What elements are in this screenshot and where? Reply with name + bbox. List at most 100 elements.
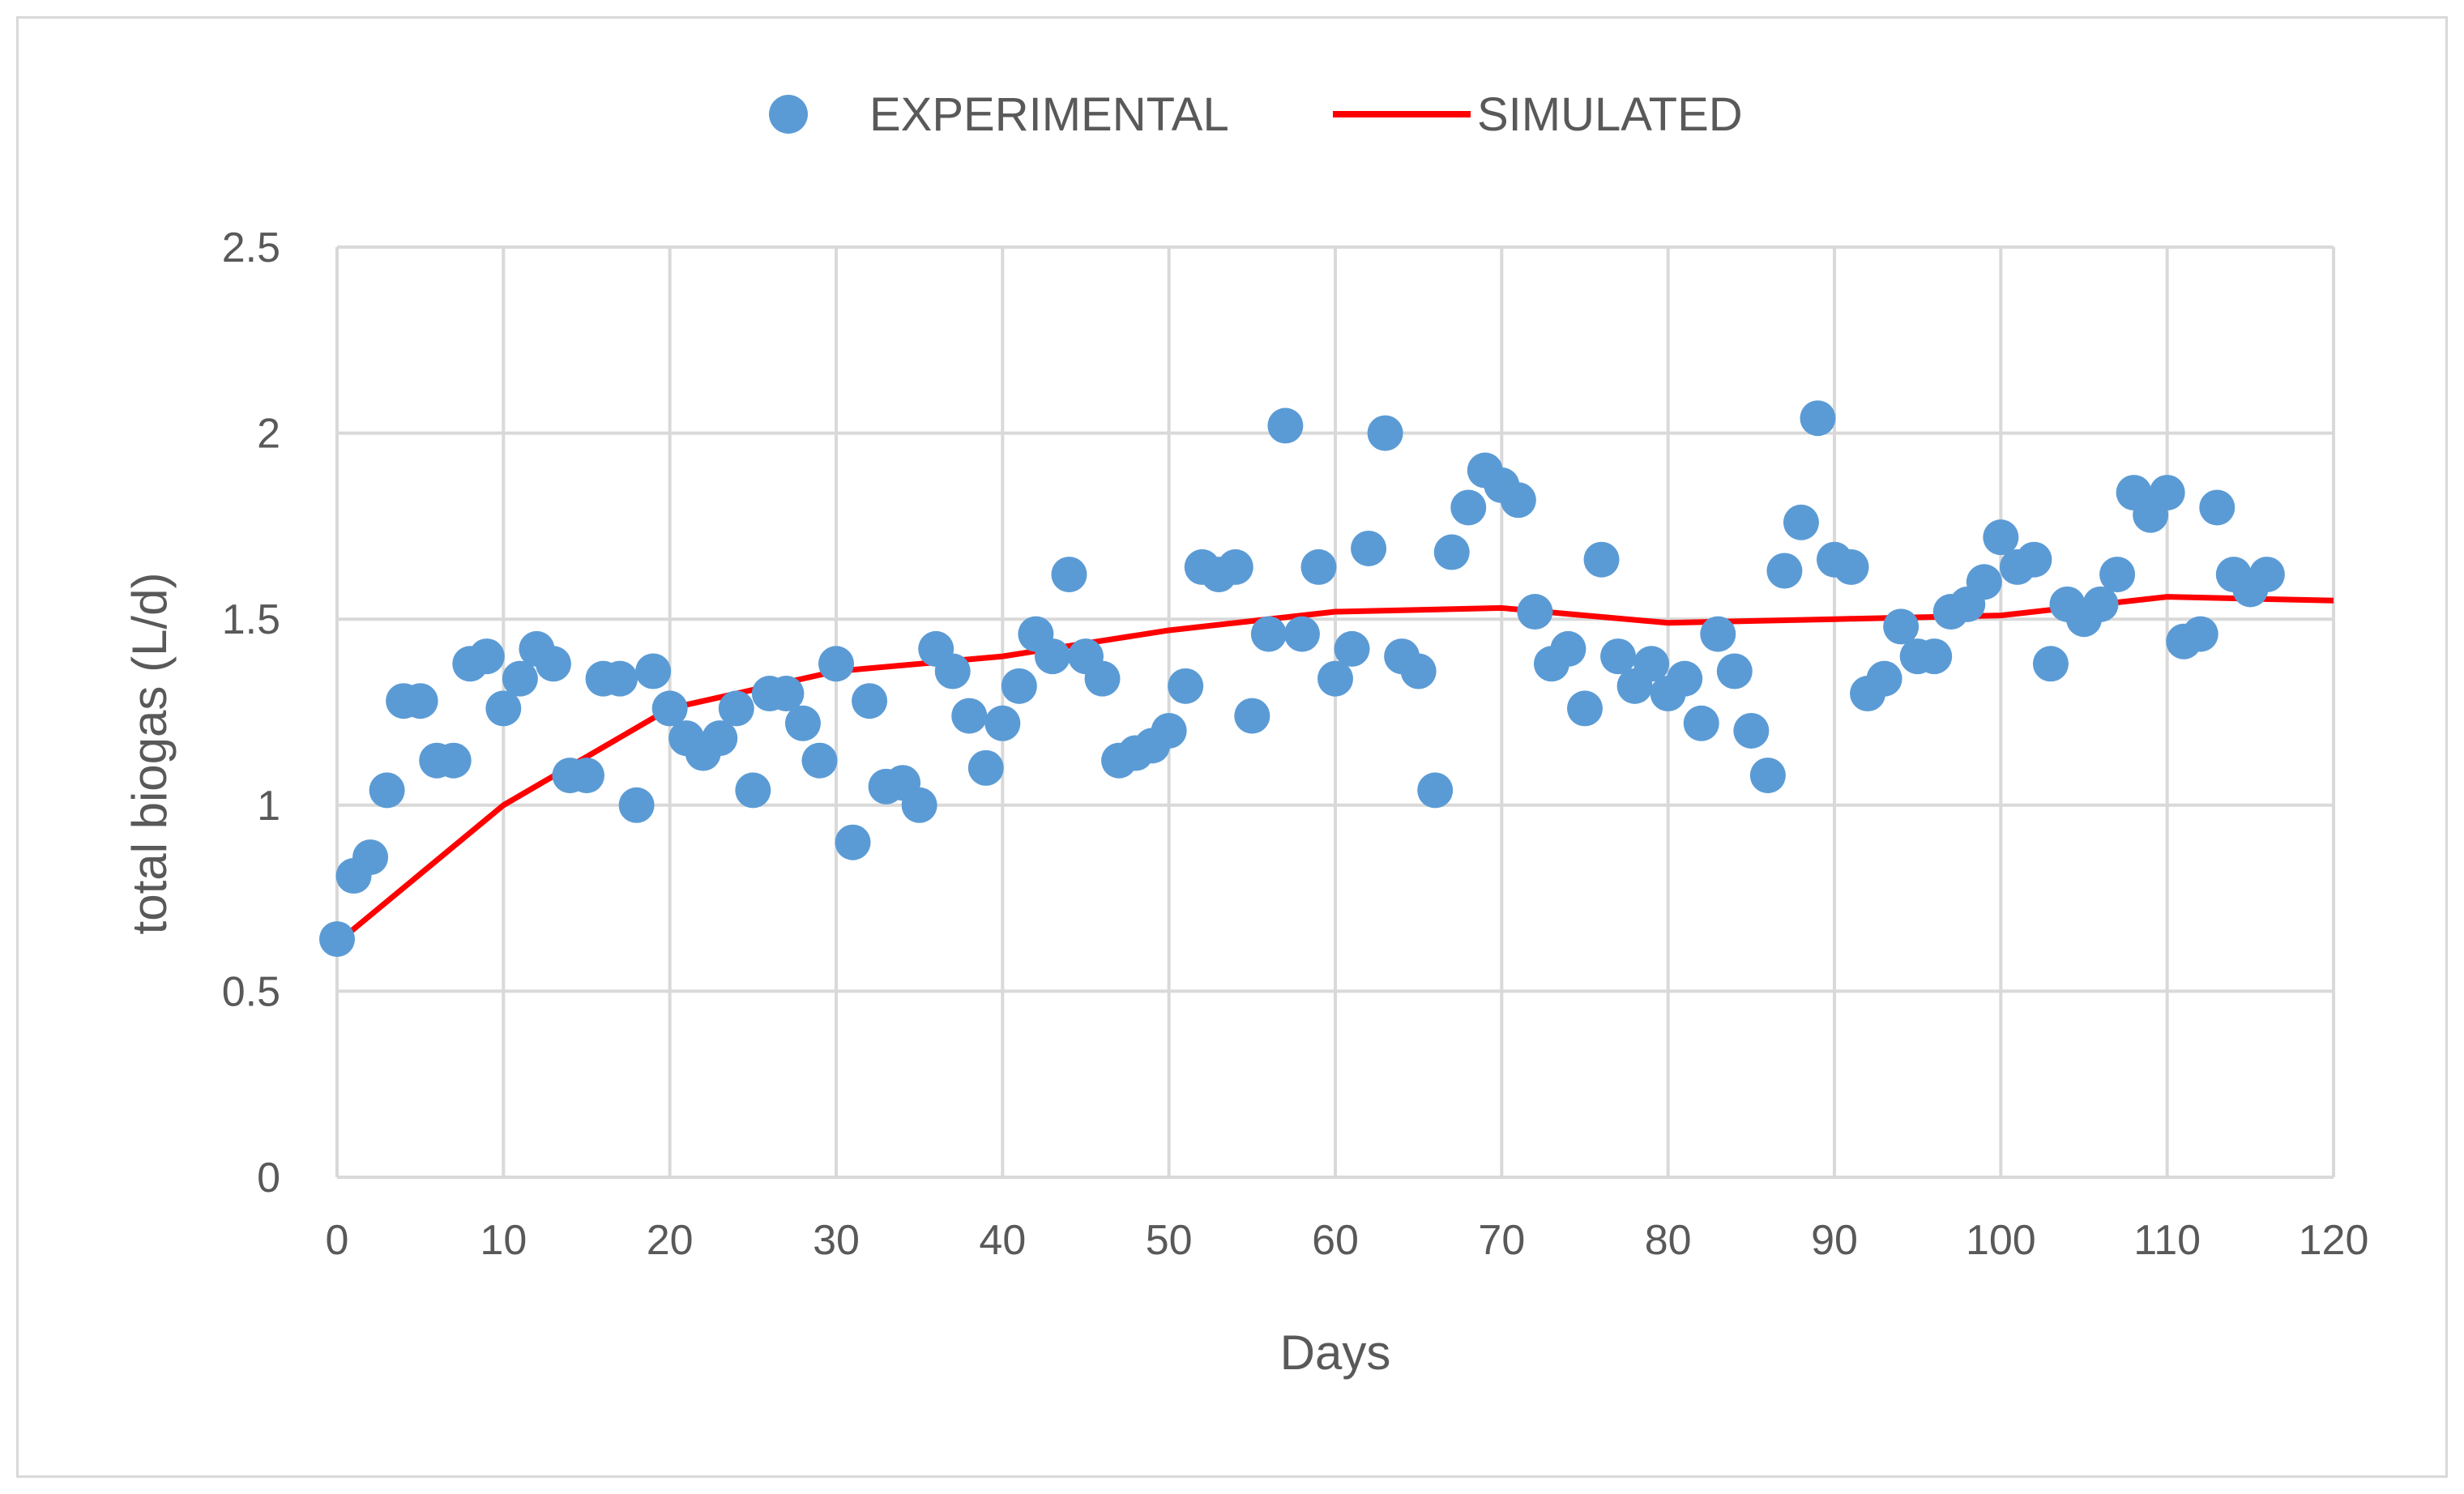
x-tick-label: 80	[1645, 1217, 1692, 1264]
x-tick-label: 30	[813, 1217, 860, 1264]
experimental-point	[402, 683, 438, 719]
experimental-point	[1667, 660, 1703, 697]
x-tick-label: 60	[1312, 1217, 1359, 1264]
experimental-point	[1168, 668, 1204, 704]
x-tick-label: 100	[1966, 1217, 2036, 1264]
experimental-point	[618, 787, 655, 823]
x-tick-label: 50	[1146, 1217, 1193, 1264]
experimental-point	[319, 921, 355, 958]
experimental-point	[967, 749, 1004, 786]
experimental-point	[1317, 660, 1353, 697]
experimental-point	[2032, 646, 2069, 682]
experimental-point	[1234, 698, 1270, 734]
legend-simulated-label: SIMULATED	[1477, 88, 1743, 141]
experimental-point	[768, 676, 805, 712]
experimental-point	[1600, 638, 1637, 675]
y-axis-ticks: 0 0.5 1 1.5 2 2.5	[222, 224, 280, 1202]
experimental-point	[1700, 616, 1736, 652]
experimental-point	[1517, 594, 1553, 630]
x-axis-ticks: 0 10 20 30 40 50 60 70 80 90 100 110 120	[326, 1217, 2369, 1264]
x-tick-label: 40	[979, 1217, 1026, 1264]
experimental-point	[1433, 534, 1470, 570]
experimental-point	[1550, 630, 1586, 667]
y-tick-label: 1	[257, 783, 280, 830]
experimental-point	[535, 646, 571, 682]
x-tick-label: 110	[2133, 1217, 2201, 1264]
experimental-point	[651, 690, 688, 727]
experimental-point	[951, 698, 988, 734]
experimental-series	[319, 400, 2285, 958]
experimental-point	[1883, 608, 1920, 645]
experimental-point	[984, 705, 1021, 741]
experimental-point	[485, 690, 522, 727]
legend-experimental-marker	[769, 95, 808, 134]
experimental-point	[1450, 489, 1487, 526]
experimental-point	[801, 742, 838, 779]
y-tick-label: 1.5	[222, 596, 280, 643]
x-tick-label: 120	[2299, 1217, 2369, 1264]
experimental-point	[818, 646, 854, 682]
experimental-point	[1633, 646, 1670, 682]
experimental-point	[2149, 475, 2185, 511]
experimental-point	[1716, 653, 1753, 689]
experimental-point	[1966, 564, 2002, 600]
experimental-point	[502, 660, 538, 697]
experimental-point	[369, 772, 405, 809]
x-tick-label: 20	[647, 1217, 694, 1264]
experimental-point	[602, 660, 638, 697]
experimental-point	[1283, 616, 1320, 652]
experimental-point	[1583, 541, 1620, 578]
legend-experimental-label: EXPERIMENTAL	[869, 88, 1229, 141]
experimental-point	[852, 683, 888, 719]
experimental-point	[1001, 668, 1037, 704]
experimental-point	[1800, 400, 1836, 437]
experimental-point	[1916, 638, 1953, 675]
experimental-point	[569, 758, 604, 794]
x-tick-label: 90	[1811, 1217, 1858, 1264]
experimental-point	[934, 653, 971, 689]
experimental-point	[1034, 638, 1070, 675]
experimental-point	[835, 824, 871, 860]
experimental-point	[1084, 660, 1121, 697]
experimental-point	[1300, 549, 1337, 585]
experimental-point	[1250, 616, 1287, 652]
experimental-point	[2099, 557, 2136, 593]
experimental-point	[1866, 660, 1902, 697]
experimental-point	[784, 705, 821, 741]
y-tick-label: 2	[257, 411, 280, 458]
experimental-point	[1567, 690, 1603, 727]
experimental-point	[1151, 712, 1187, 749]
experimental-point	[1351, 530, 1387, 566]
experimental-point	[735, 772, 771, 809]
experimental-point	[352, 839, 389, 876]
experimental-point	[1783, 504, 1819, 540]
grid-layer	[335, 245, 2335, 1179]
experimental-point	[1334, 630, 1370, 667]
experimental-point	[2248, 557, 2285, 593]
experimental-point	[2199, 489, 2236, 526]
experimental-point	[1500, 482, 1536, 519]
experimental-point	[1766, 553, 1803, 589]
experimental-point	[468, 638, 505, 675]
y-axis-title: total biogas (L/d)	[122, 573, 177, 935]
experimental-point	[1683, 705, 1719, 741]
experimental-point	[1417, 772, 1454, 809]
experimental-point	[1400, 653, 1437, 689]
experimental-point	[2182, 616, 2218, 652]
experimental-point	[1833, 549, 1869, 585]
experimental-point	[435, 742, 472, 779]
y-tick-label: 0	[257, 1155, 280, 1202]
experimental-point	[901, 787, 937, 823]
experimental-point	[2082, 586, 2119, 622]
y-tick-label: 2.5	[222, 224, 280, 271]
experimental-point	[718, 690, 754, 727]
experimental-point	[1983, 519, 2019, 556]
x-tick-label: 0	[326, 1217, 349, 1264]
x-tick-label: 10	[480, 1217, 527, 1264]
experimental-point	[2016, 541, 2052, 578]
experimental-point	[702, 720, 738, 757]
experimental-point	[1217, 549, 1253, 585]
x-axis-title: Days	[1280, 1325, 1391, 1380]
x-tick-label: 70	[1478, 1217, 1525, 1264]
